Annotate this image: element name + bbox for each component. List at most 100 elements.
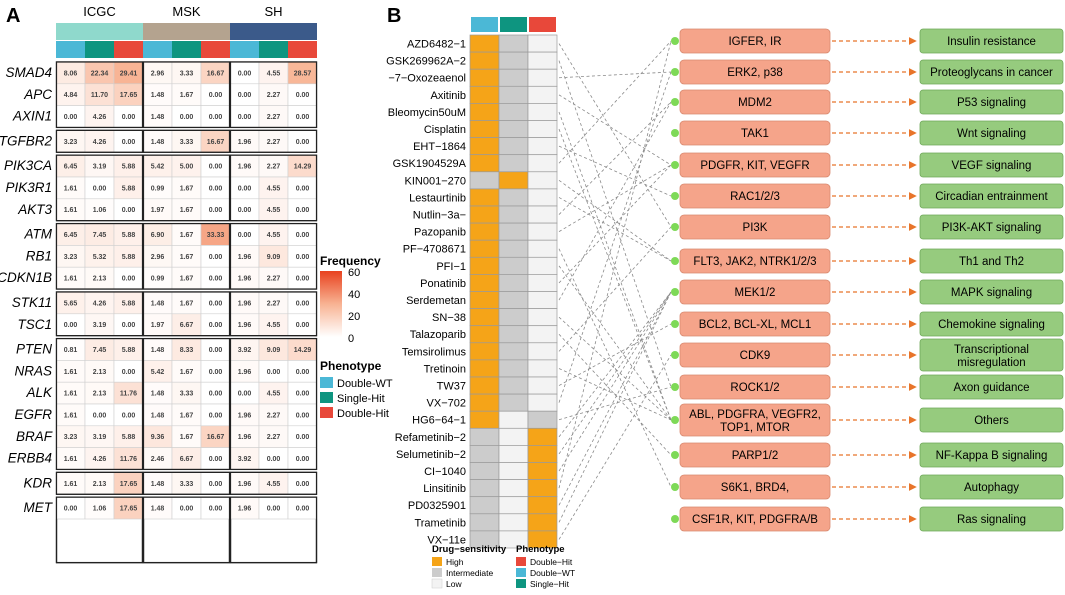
gene-label: CDKN1B: [0, 270, 52, 285]
cell-value: 4.55: [267, 232, 281, 239]
cohort-bar: [143, 23, 230, 40]
phenotype-b-swatch-single-hit: [516, 579, 526, 588]
sensitivity-cell: [527, 342, 558, 361]
gene-group-border: [55, 129, 144, 153]
cell-value: 3.92: [238, 347, 252, 354]
gene-label: PIK3CA: [4, 158, 52, 173]
drug-target-link: [558, 40, 672, 164]
drug-target-link: [558, 291, 672, 506]
sensitivity-cell: [527, 513, 558, 532]
cell-value: 3.19: [93, 164, 107, 171]
cell-value: 0.00: [267, 369, 281, 376]
sensitivity-cell: [469, 479, 500, 498]
gene-group-border: [142, 496, 231, 564]
cell-value: 5.88: [122, 300, 136, 307]
sensitivity-cell: [469, 85, 500, 104]
target-label: RAC1/2/3: [730, 191, 780, 203]
sensitivity-cell: [469, 103, 500, 121]
pathway-label: Circadian entrainment: [935, 191, 1048, 203]
drug-target-link: [558, 40, 672, 489]
cell-value: 1.67: [180, 412, 194, 419]
drug-label: PD0325901: [408, 500, 466, 512]
target-label: PDGFR, KIT, VEGFR: [700, 160, 809, 172]
cell-value: 1.61: [64, 207, 78, 214]
sensitivity-cell: [498, 291, 529, 309]
drug-label: AZD6482−1: [407, 39, 466, 51]
cell-value: 1.61: [64, 481, 78, 488]
cell-value: 1.48: [151, 347, 165, 354]
sensitivity-cell: [498, 427, 529, 446]
phenotype-b-swatch-double-wt: [516, 568, 526, 577]
cell-value: 4.84: [64, 92, 78, 99]
drug-label: VX−702: [427, 398, 466, 410]
drug-label: Talazoparib: [410, 329, 466, 341]
cell-value: 3.33: [180, 139, 194, 146]
pathway-box: [919, 311, 1064, 337]
drug-target-link: [558, 180, 672, 262]
sensitivity-cell: [469, 274, 500, 292]
cell-value: 0.00: [209, 456, 223, 463]
gene-group-border: [142, 61, 231, 129]
sensitivity-cell: [527, 274, 558, 292]
phenotype-b-label-single-hit: Single−Hit: [530, 579, 570, 589]
sensitivity-cell: [469, 137, 500, 156]
phenotype-header-cell: [288, 41, 317, 58]
panel-b-target-pathways: IGFER, IR Insulin resistance ERK2, p38 Prot…: [671, 28, 1064, 532]
cohort-label: ICGC: [83, 4, 116, 19]
cell-value: 3.92: [238, 456, 252, 463]
sensitivity-cell: [469, 68, 500, 87]
cell-value: 16.67: [207, 139, 225, 146]
phenotype-header-cell: [172, 41, 201, 58]
drug-label: Selumetinib−2: [396, 449, 466, 461]
cell-value: 5.88: [122, 164, 136, 171]
cell-value: 5.32: [93, 254, 107, 261]
cell-value: 1.96: [238, 506, 252, 513]
drug-target-link: [558, 101, 672, 301]
cell-value: 6.67: [180, 322, 194, 329]
target-label: FLT3, JAK2, NTRK1/2/3: [693, 256, 816, 268]
phenotype-header-cell: [259, 41, 288, 58]
sensitivity-cell: [469, 291, 500, 309]
sensitivity-cell: [498, 308, 529, 327]
drug-target-link: [558, 43, 672, 228]
cell-value: 5.42: [151, 164, 165, 171]
target-box: [679, 183, 831, 209]
target-label: ABL, PDGFRA, VEGFR2, TOP1, MTOR: [689, 409, 821, 434]
cell-value: 6.45: [64, 164, 78, 171]
cell-value: 4.55: [267, 391, 281, 398]
gene-label: ATM: [24, 227, 53, 242]
cell-value: 14.29: [294, 164, 312, 171]
cell-value: 0.00: [122, 139, 136, 146]
pathway-label-line: misregulation: [957, 357, 1025, 369]
cell-value: 2.27: [267, 412, 281, 419]
drug-label: Ponatinib: [420, 278, 466, 290]
sensitivity-cell: [469, 154, 500, 173]
sensitivity-cell: [527, 359, 558, 378]
sensitivity-cell: [498, 154, 529, 173]
pathway-label: Transcriptional misregulation: [954, 344, 1029, 369]
drug-label: GSK1904529A: [393, 158, 467, 170]
drug-label: Tretinoin: [424, 363, 466, 375]
cell-value: 9.36: [151, 434, 165, 441]
cell-value: 0.00: [209, 164, 223, 171]
pathway-label: Ras signaling: [957, 514, 1026, 526]
pathway-box: [919, 183, 1064, 209]
cell-value: 4.55: [267, 322, 281, 329]
cell-value: 3.23: [64, 254, 78, 261]
cell-value: 8.33: [180, 347, 194, 354]
sensitivity-cell: [498, 205, 529, 224]
target-label: PI3K: [743, 222, 768, 234]
cell-value: 0.00: [64, 506, 78, 513]
drug-label: Cisplatin: [424, 124, 466, 136]
cell-value: 0.00: [209, 207, 223, 214]
drug-target-link: [558, 354, 672, 540]
cohort-label: MSK: [172, 4, 201, 19]
sensitivity-cell: [498, 479, 529, 498]
cell-value: 3.19: [93, 322, 107, 329]
cell-value: 0.00: [296, 185, 310, 192]
cell-value: 5.88: [122, 232, 136, 239]
sensitivity-swatch-intermediate: [432, 568, 442, 577]
gene-group-border: [229, 154, 318, 222]
gene-label: APC: [23, 87, 52, 102]
target-dot: [671, 451, 679, 459]
